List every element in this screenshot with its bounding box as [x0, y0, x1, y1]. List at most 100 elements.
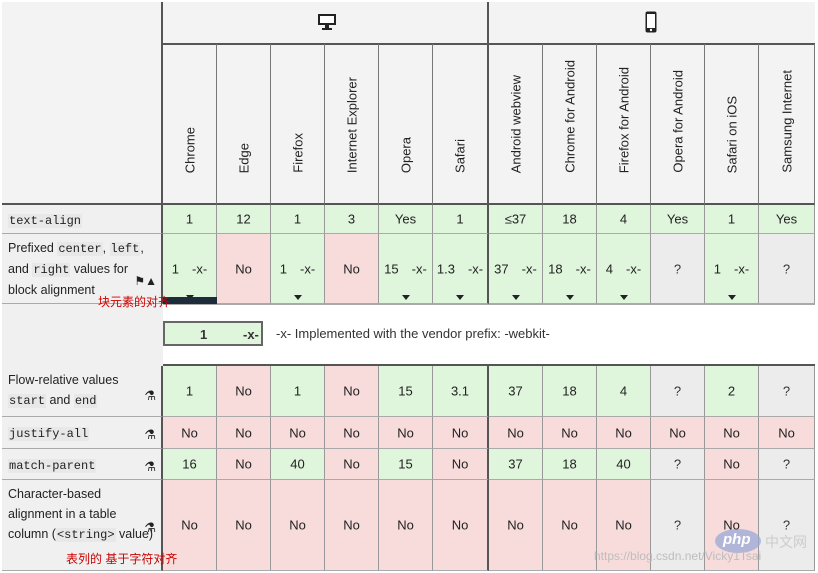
support-value: No: [669, 425, 686, 440]
browser-header-0: Chrome: [163, 43, 217, 205]
browser-header-7: Chrome for Android: [543, 43, 597, 205]
feature-label: justify-all ⚗: [2, 417, 163, 449]
support-cell[interactable]: 37 -x-: [489, 234, 543, 304]
support-cell: 15: [379, 449, 433, 480]
support-value: ?: [673, 383, 682, 399]
support-value: 15: [398, 383, 413, 399]
support-cell[interactable]: 15 -x-: [379, 234, 433, 304]
browser-name: Firefox: [290, 133, 305, 173]
support-cell: 3: [325, 205, 379, 234]
expand-caret-icon[interactable]: [727, 295, 736, 300]
experimental-flask-icon[interactable]: ⚗: [144, 458, 156, 474]
browser-header-8: Firefox for Android: [597, 43, 651, 205]
support-cell: No: [543, 480, 597, 571]
support-cell: ?: [651, 480, 705, 571]
expand-caret-icon[interactable]: [511, 295, 520, 300]
support-cell: No: [543, 417, 597, 449]
support-cell: No: [163, 480, 217, 571]
support-value: Yes: [666, 211, 689, 227]
support-value: ?: [782, 383, 791, 399]
support-cell: No: [489, 480, 543, 571]
support-value: 1: [727, 211, 736, 227]
opera-icon: [398, 180, 414, 196]
expand-caret-icon[interactable]: [619, 295, 628, 300]
experimental-flask-icon[interactable]: ⚗: [144, 519, 156, 535]
support-value: No: [507, 517, 524, 533]
mobile-icon: [645, 11, 657, 33]
experimental-flask-icon[interactable]: ⚗: [144, 427, 156, 442]
browser-name: Chrome: [182, 126, 197, 173]
support-value: No: [615, 517, 632, 533]
experimental-flask-icon[interactable]: ⚗: [144, 388, 156, 403]
expand-caret-icon[interactable]: [456, 295, 464, 300]
support-value: 4: [619, 211, 628, 227]
support-value: ?: [782, 456, 791, 472]
browser-header-6: Android webview: [489, 43, 543, 205]
feature-label: Flow-relative values start and end ⚗: [2, 366, 163, 417]
support-cell[interactable]: 1 -x-: [271, 234, 325, 304]
vendor-prefix: -x-: [192, 261, 208, 276]
support-value: 3: [347, 211, 356, 227]
support-value: No: [289, 425, 306, 440]
support-value: 1: [185, 383, 194, 399]
support-cell: 1: [705, 205, 759, 234]
feature-text: and: [46, 393, 74, 407]
browser-name: Edge: [236, 142, 251, 173]
notes-warning-icon[interactable]: ⚑▲: [134, 274, 157, 288]
safari-icon: [724, 180, 740, 196]
watermark-url: https://blog.csdn.net/Vicky1Tsai: [594, 549, 762, 563]
expand-caret-icon[interactable]: [565, 295, 574, 300]
support-cell: No: [651, 417, 705, 449]
feature-label: text-align: [2, 205, 163, 234]
feature-text: values for block alignment: [8, 262, 129, 297]
browser-name: Opera: [398, 136, 413, 173]
support-cell[interactable]: 1.3 -x-: [433, 234, 489, 304]
annotation-table-align: 表列的 基于字符对齐: [66, 552, 178, 566]
support-value: ?: [673, 517, 682, 533]
support-value: No: [723, 517, 740, 533]
support-cell[interactable]: 18 -x-: [543, 234, 597, 304]
support-cell: No: [325, 417, 379, 449]
feature-text: Prefixed: [8, 241, 58, 255]
feature-code: text-align: [8, 213, 83, 228]
browser-header-5: Safari: [433, 43, 489, 205]
support-cell[interactable]: 1 -x-: [705, 234, 759, 304]
browser-name: Samsung Internet: [779, 70, 794, 173]
mobile-group-header: [489, 2, 815, 43]
samsung-icon: [779, 180, 795, 196]
support-value: 12: [236, 211, 251, 227]
feature-label: Character-based alignment in a table col…: [2, 480, 163, 571]
support-value: No: [343, 383, 360, 399]
support-value: No: [397, 517, 414, 533]
support-cell: 37: [489, 449, 543, 480]
vendor-prefix: -x-: [411, 261, 427, 276]
support-value: No: [451, 425, 469, 440]
expand-caret-icon[interactable]: [293, 295, 302, 300]
browser-name: Safari on iOS: [724, 95, 739, 173]
support-cell: No: [325, 480, 379, 571]
browser-name: Chrome for Android: [562, 60, 577, 173]
support-cell: Yes: [651, 205, 705, 234]
support-value: Yes: [775, 211, 798, 227]
browser-header-10: Safari on iOS: [705, 43, 759, 205]
chrome-icon: [182, 180, 198, 196]
expand-caret-icon[interactable]: [401, 295, 410, 300]
support-value: No: [561, 425, 578, 440]
support-cell[interactable]: 1 -x-: [163, 234, 217, 304]
selected-cell-marker: [163, 297, 217, 304]
support-cell: Yes: [379, 205, 433, 234]
support-value: 1: [456, 211, 464, 227]
edge-icon: [236, 180, 252, 196]
support-cell: No: [433, 417, 489, 449]
support-value: No: [343, 261, 360, 276]
support-value: No: [343, 456, 360, 472]
support-value: 18: [562, 456, 577, 472]
android-icon: [508, 180, 524, 196]
browser-name: Android webview: [508, 74, 523, 173]
support-cell[interactable]: 4 -x-: [597, 234, 651, 304]
support-cell: 15: [379, 366, 433, 417]
legend-sample-value: 1: [200, 327, 208, 342]
support-value: 40: [616, 456, 631, 472]
support-cell: No: [433, 480, 489, 571]
browser-name: Opera for Android: [670, 70, 685, 173]
